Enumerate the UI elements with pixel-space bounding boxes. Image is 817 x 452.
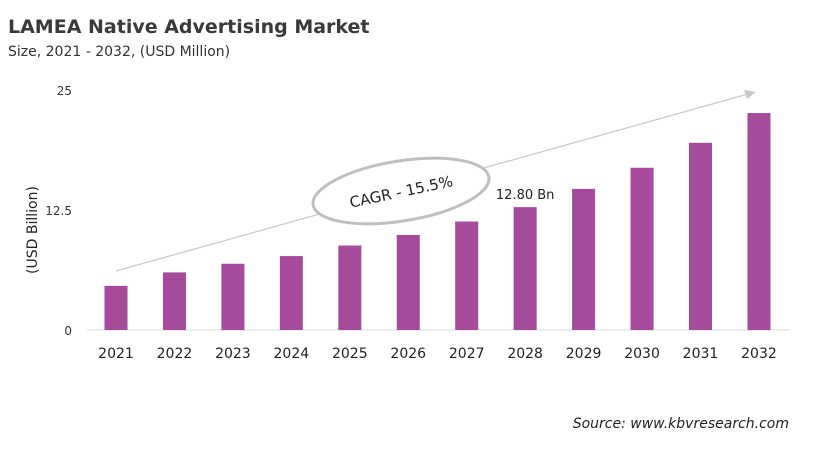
bar-2024: [279, 256, 303, 330]
source-text: Source: www.kbvresearch.com: [572, 416, 789, 432]
x-tick-label: 2024: [274, 346, 310, 362]
x-tick-label: 2026: [390, 346, 426, 362]
bar-2029: [572, 188, 596, 330]
x-tick-label: 2032: [741, 346, 777, 362]
bar-2027: [455, 221, 479, 330]
cagr-ellipse: [311, 156, 491, 226]
bar-2028: [513, 207, 537, 330]
x-tick-label: 2022: [157, 346, 193, 362]
y-tick-label: 12.5: [45, 204, 72, 218]
bar-2030: [630, 167, 654, 330]
bar-2023: [221, 263, 245, 330]
y-axis-label: (USD Billion): [25, 186, 41, 274]
y-tick-label: 25: [57, 84, 72, 98]
bar-2026: [396, 234, 420, 330]
y-tick-label: 0: [64, 324, 72, 338]
x-tick-label: 2031: [683, 346, 719, 362]
x-tick-label: 2029: [566, 346, 602, 362]
chart-subtitle: Size, 2021 - 2032, (USD Million): [8, 44, 231, 60]
bar-2031: [689, 142, 712, 330]
x-tick-label: 2025: [332, 346, 368, 362]
x-tick-label: 2030: [624, 346, 660, 362]
x-tick-label: 2028: [507, 346, 543, 362]
bar-2032: [747, 113, 771, 330]
x-tick-label: 2027: [449, 346, 485, 362]
x-tick-label: 2021: [98, 346, 134, 362]
bar-2022: [162, 272, 186, 330]
data-label: 12.80 Bn: [496, 188, 555, 203]
chart-title: LAMEA Native Advertising Market: [8, 16, 370, 38]
bar-2021: [104, 285, 128, 330]
trend-arrowhead-icon: [744, 90, 756, 99]
x-tick-label: 2023: [215, 346, 251, 362]
bar-2025: [338, 245, 362, 330]
